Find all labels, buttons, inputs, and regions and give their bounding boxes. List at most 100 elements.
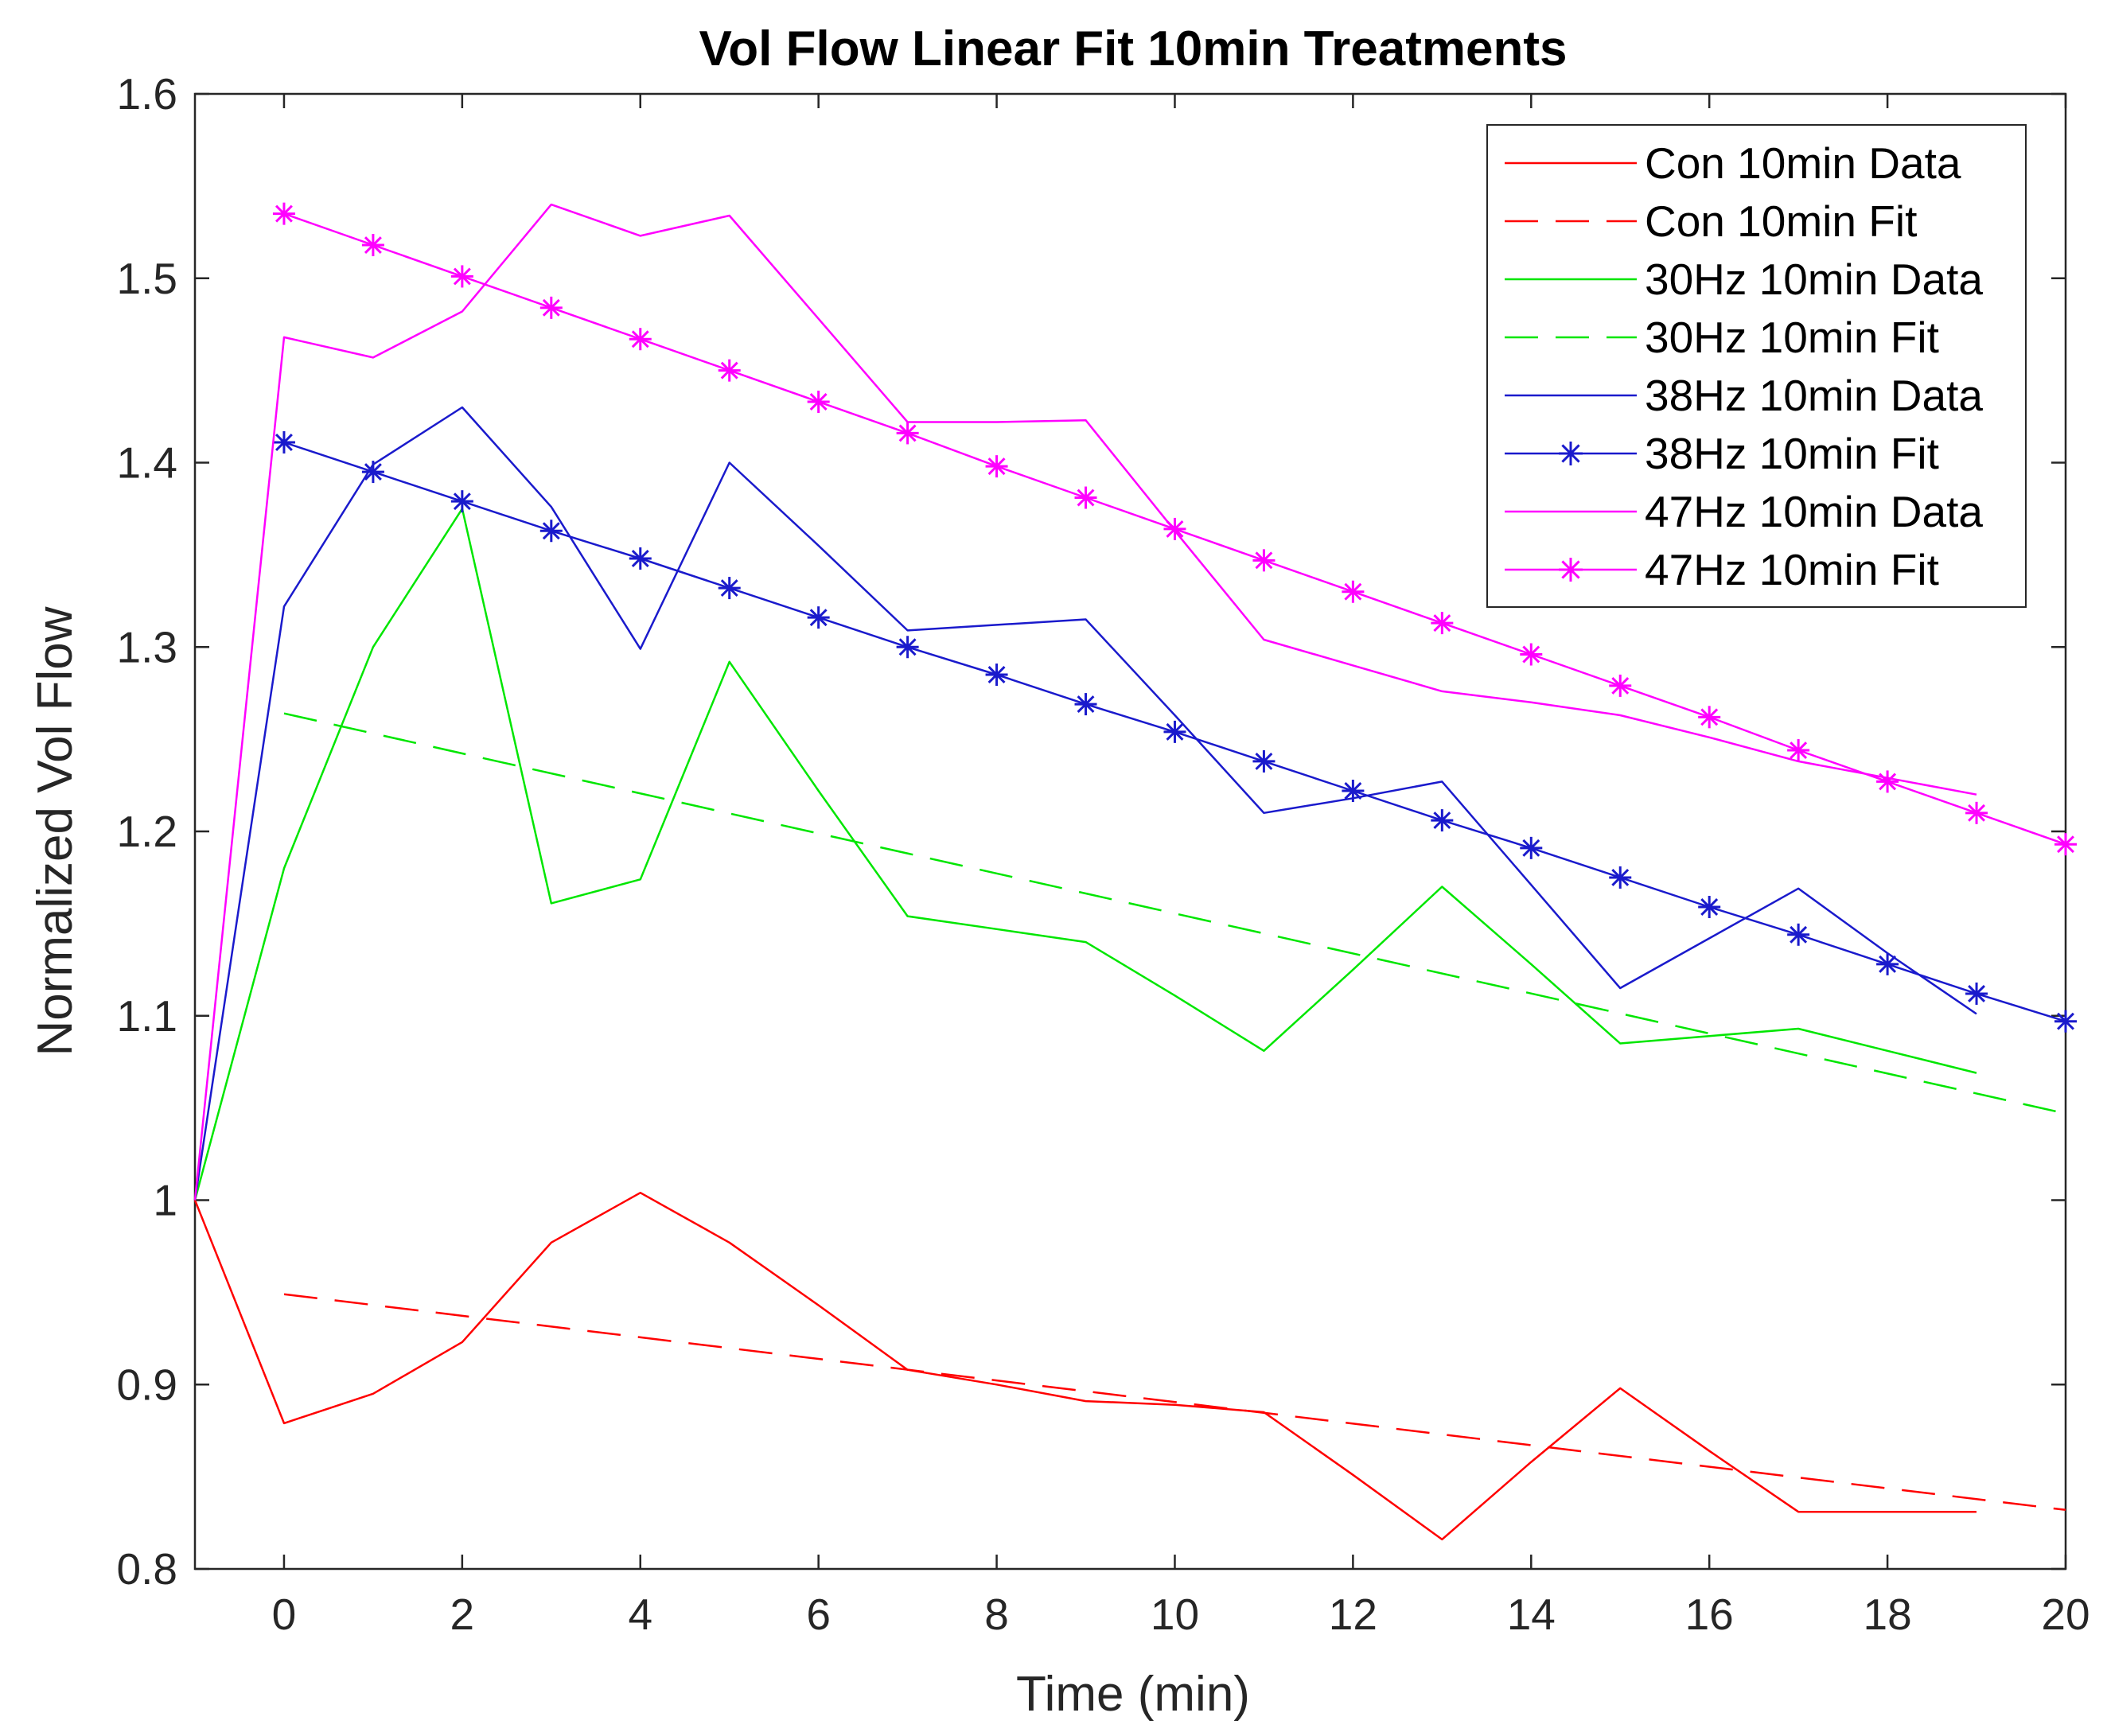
x-tick-label: 16 — [1685, 1590, 1734, 1639]
x-tick-label: 14 — [1507, 1590, 1556, 1639]
legend-label: 47Hz 10min Data — [1645, 487, 1983, 536]
data-point — [361, 461, 384, 484]
legend-entry: Con 10min Data — [1505, 138, 1961, 188]
data-point — [2054, 1010, 2077, 1033]
data-point — [718, 359, 741, 382]
data-point — [985, 455, 1008, 478]
data-point — [272, 202, 295, 225]
data-point — [1965, 801, 1988, 824]
legend-entry: 38Hz 10min Data — [1505, 371, 1983, 420]
y-tick-label: 0.8 — [117, 1544, 177, 1594]
data-point — [1876, 952, 1899, 975]
y-tick-label: 1.1 — [117, 991, 177, 1041]
chart-title: Vol Flow Linear Fit 10min Treatments — [699, 21, 1568, 76]
x-tick-label: 6 — [806, 1590, 831, 1639]
series-2 — [193, 508, 1977, 1201]
y-tick-label: 1.5 — [117, 254, 177, 303]
legend-box — [1486, 124, 2027, 608]
legend-label: Con 10min Fit — [1645, 197, 1917, 246]
data-point — [1074, 693, 1097, 716]
data-point — [629, 547, 652, 570]
y-axis-label: Normalized Vol Flow — [28, 606, 83, 1056]
data-point — [1431, 809, 1454, 832]
data-point — [896, 636, 919, 659]
legend-marker — [1559, 442, 1583, 465]
data-point — [718, 577, 741, 600]
series-6 — [193, 203, 1977, 1201]
data-point — [1965, 982, 1988, 1005]
data-point — [361, 234, 384, 257]
legend-entry: 38Hz 10min Fit — [1505, 429, 1939, 478]
data-point — [1163, 720, 1186, 743]
x-tick-label: 20 — [2041, 1590, 2089, 1639]
data-point — [539, 520, 563, 543]
data-point — [1787, 923, 1810, 946]
legend-label: 38Hz 10min Fit — [1645, 429, 1939, 478]
y-tick-label: 1 — [153, 1176, 177, 1225]
series-line — [283, 1293, 2066, 1512]
y-tick-label: 1.4 — [117, 438, 177, 488]
data-point — [1431, 612, 1454, 635]
data-point — [1876, 770, 1899, 793]
legend-label: 47Hz 10min Fit — [1645, 545, 1939, 594]
data-point — [450, 490, 473, 513]
data-point — [2054, 833, 2077, 856]
x-tick-label: 10 — [1151, 1590, 1199, 1639]
series-0 — [193, 1191, 1977, 1541]
data-point — [1520, 836, 1543, 859]
legend-marker — [1559, 558, 1583, 582]
data-point — [539, 296, 563, 319]
series-1 — [283, 1293, 2066, 1512]
x-axis-label: Time (min) — [1016, 1667, 1250, 1722]
data-point — [1342, 580, 1365, 603]
data-point — [1698, 706, 1721, 729]
plot-area: 0 2 4 6 8 10 12 14 16 18 20 0.8 0.9 1 1.1 1.2 1.3 1.4 1.5 1… — [117, 69, 2090, 1639]
data-point — [1520, 643, 1543, 666]
x-tick-label: 12 — [1329, 1590, 1377, 1639]
y-tick-label: 1.6 — [117, 69, 177, 119]
legend: Con 10min Data Con 10min Fit 30Hz 10min Da… — [1486, 124, 2027, 608]
data-point — [1609, 674, 1632, 697]
legend-entry: Con 10min Fit — [1505, 197, 1917, 246]
series-line — [193, 508, 1977, 1201]
data-point — [896, 422, 919, 445]
data-point — [1074, 486, 1097, 509]
series-5 — [272, 431, 2077, 1033]
data-point — [807, 391, 830, 414]
legend-label: 38Hz 10min Data — [1645, 371, 1983, 420]
x-tick-label: 18 — [1864, 1590, 1912, 1639]
data-point — [1163, 517, 1186, 540]
legend-entry: 47Hz 10min Fit — [1505, 545, 1939, 594]
data-point — [1252, 549, 1275, 572]
x-tick-label: 8 — [984, 1590, 1009, 1639]
series-4 — [193, 406, 1977, 1201]
legend-label: 30Hz 10min Fit — [1645, 313, 1939, 362]
series-line — [193, 406, 1977, 1201]
series-line — [193, 203, 1977, 1201]
data-point — [1609, 866, 1632, 889]
y-tick-label: 0.9 — [117, 1360, 177, 1409]
legend-label: Con 10min Data — [1645, 138, 1961, 188]
y-tick-label: 1.2 — [117, 807, 177, 856]
y-tick-label: 1.3 — [117, 622, 177, 671]
x-tick-label: 2 — [450, 1590, 475, 1639]
data-point — [272, 431, 295, 454]
data-point — [1698, 896, 1721, 919]
data-point — [1342, 780, 1365, 803]
data-point — [1787, 739, 1810, 762]
x-tick-label: 4 — [628, 1590, 652, 1639]
legend-entry: 30Hz 10min Data — [1505, 255, 1983, 304]
series-line — [193, 1191, 1977, 1541]
legend-label: 30Hz 10min Data — [1645, 255, 1983, 304]
series-7 — [272, 202, 2077, 856]
data-point — [450, 265, 473, 288]
data-point — [985, 664, 1008, 687]
legend-entry: 47Hz 10min Data — [1505, 487, 1983, 536]
x-tick-label: 0 — [272, 1590, 297, 1639]
data-point — [1252, 749, 1275, 773]
data-point — [807, 606, 830, 629]
legend-entry: 30Hz 10min Fit — [1505, 313, 1939, 362]
data-point — [629, 328, 652, 351]
